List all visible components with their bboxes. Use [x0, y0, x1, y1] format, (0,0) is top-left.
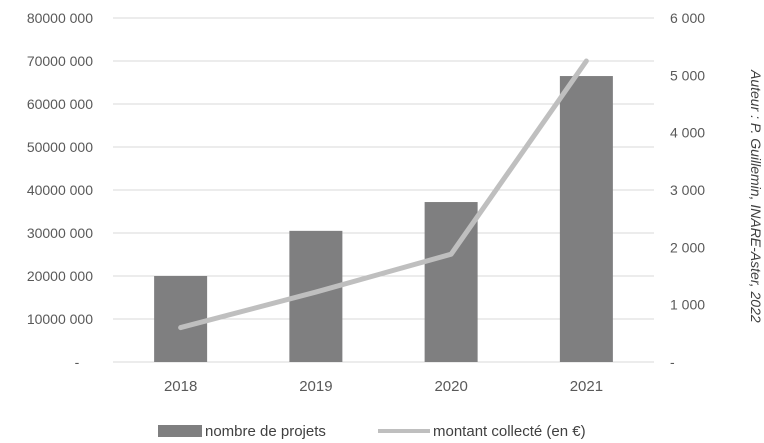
- left-tick-label: 40000 000: [27, 182, 93, 198]
- right-tick-label: 2 000: [670, 239, 705, 255]
- left-tick-label: 50000 000: [27, 139, 93, 155]
- right-tick-label: 3 000: [670, 182, 705, 198]
- line-series: [181, 61, 587, 328]
- line-path: [181, 61, 587, 328]
- bar: [154, 276, 207, 362]
- x-tick-label: 2019: [299, 378, 332, 395]
- legend: nombre de projets montant collecté (en €…: [158, 423, 586, 440]
- right-tick-label: 6 000: [670, 10, 705, 26]
- left-tick-label: 20000 000: [27, 268, 93, 284]
- left-tick-label: 80000 000: [27, 10, 93, 26]
- left-axis-ticks: - 10000 000 20000 000 30000 000 40000 000 500…: [27, 10, 93, 370]
- left-tick-label: 60000 000: [27, 96, 93, 112]
- author-credit: Auteur : P. Guillemin, INARE-Aster, 2022: [748, 69, 764, 323]
- bar: [560, 76, 613, 362]
- right-tick-label: 1 000: [670, 297, 705, 313]
- left-tick-label: 70000 000: [27, 53, 93, 69]
- x-tick-label: 2020: [434, 378, 467, 395]
- x-tick-label: 2018: [164, 378, 197, 395]
- right-tick-label: 5 000: [670, 67, 705, 83]
- right-tick-label: 4 000: [670, 125, 705, 141]
- right-tick-label: -: [670, 354, 675, 370]
- left-tick-label: -: [75, 354, 80, 370]
- right-axis-ticks: - 1 000 2 000 3 000 4 000 5 000 6 000: [670, 10, 705, 370]
- legend-label-line: montant collecté (en €): [433, 423, 586, 440]
- left-tick-label: 10000 000: [27, 311, 93, 327]
- left-tick-label: 30000 000: [27, 225, 93, 241]
- x-axis-ticks: 2018 2019 2020 2021: [164, 378, 603, 395]
- legend-label-bars: nombre de projets: [205, 423, 326, 440]
- legend-swatch-bars: [158, 425, 202, 437]
- x-tick-label: 2021: [570, 378, 603, 395]
